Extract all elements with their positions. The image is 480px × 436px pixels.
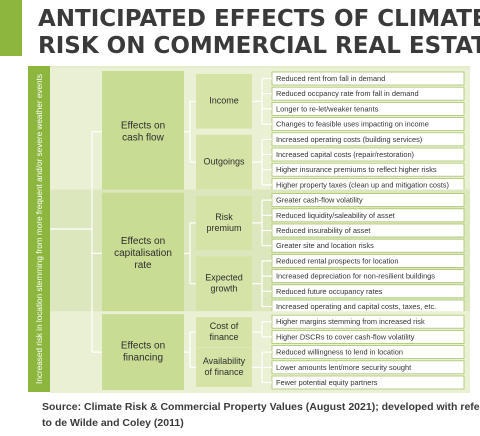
connector <box>252 321 272 338</box>
subgroup-box <box>196 195 252 251</box>
item-label: Reduced willingness to lend in location <box>276 348 403 357</box>
connector <box>252 351 272 384</box>
item-label: Reduced insurability of asset <box>276 226 371 235</box>
subgroup-label: Cost of <box>210 321 239 331</box>
title-line: ANTICIPATED EFFECTS OF CLIMATE <box>38 6 480 32</box>
connector <box>184 100 196 163</box>
item-label: Reduced rent from fall in demand <box>276 74 385 83</box>
title-line: RISK ON COMMERCIAL REAL ESTATE <box>38 33 480 59</box>
item-label: Reduced liquidity/saleability of asset <box>276 211 395 220</box>
item-label: Reduced rental prospects for location <box>276 256 398 265</box>
subgroup-label: Risk <box>215 212 233 222</box>
item-label: Increased depreciation for non-resilient… <box>276 272 435 281</box>
item-label: Higher DSCRs to cover cash-flow volatili… <box>276 332 415 341</box>
subgroup-box <box>196 74 252 129</box>
group-label: Effects on <box>121 120 165 131</box>
connector <box>252 199 272 247</box>
item-label: Increased capital costs (repair/restorat… <box>276 150 414 159</box>
item-label: Reduced occpancy rate from fall in deman… <box>276 89 419 98</box>
subgroup-label: Income <box>209 96 239 106</box>
group-box <box>102 192 184 314</box>
item-label: Increased operating costs (building serv… <box>276 135 422 144</box>
item-label: Increased operating and capital costs, t… <box>276 302 436 311</box>
item-label: Greater site and location risks <box>276 241 374 250</box>
item-label: Longer to re-let/weaker tenants <box>276 104 379 113</box>
subgroup-box <box>196 256 252 311</box>
item-label: Higher insurance premiums to reflect hig… <box>276 165 437 174</box>
group-label: cash flow <box>122 132 164 143</box>
group-box <box>102 314 184 390</box>
item-label: Fewer potential equity partners <box>276 378 378 387</box>
connector <box>50 131 102 353</box>
item-label: Lower amounts lent/more security sought <box>276 363 411 372</box>
item-label: Higher property taxes (clean up and miti… <box>276 180 449 189</box>
group-label: financing <box>123 353 163 364</box>
subgroup-label: finance <box>209 332 238 342</box>
connector <box>252 77 272 125</box>
subgroup-box <box>196 347 252 387</box>
item-label: Higher margins stemming from increased r… <box>276 317 425 326</box>
subgroup-box <box>196 317 252 348</box>
side-label: Increased risk in location stemming from… <box>35 74 44 384</box>
source-line: Source: Climate Risk & Commercial Proper… <box>42 401 480 413</box>
item-label: Reduced future occupancy rates <box>276 287 383 296</box>
connector <box>184 222 196 285</box>
subgroup-label: premium <box>206 223 241 233</box>
side-strip <box>28 66 50 392</box>
subgroup-label: of finance <box>204 367 243 377</box>
item-label: Greater cash-flow volatility <box>276 196 363 205</box>
source-line: to de Wilde and Coley (2011) <box>42 417 184 429</box>
connector <box>252 138 272 186</box>
connector <box>252 260 272 308</box>
group-label: rate <box>134 260 152 271</box>
accent-bar <box>0 0 22 56</box>
group-label: Effects on <box>121 341 165 352</box>
subgroup-label: Outgoings <box>203 156 245 166</box>
connector <box>184 331 196 368</box>
group-label: capitalisation <box>114 248 172 259</box>
subgroup-label: Availability <box>203 356 246 366</box>
group-label: Effects on <box>121 236 165 247</box>
subgroup-box <box>196 134 252 190</box>
item-label: Changes to feasible uses impacting on in… <box>276 120 429 129</box>
subgroup-label: Expected <box>205 273 243 283</box>
subgroup-label: growth <box>210 284 237 294</box>
group-box <box>102 71 184 193</box>
